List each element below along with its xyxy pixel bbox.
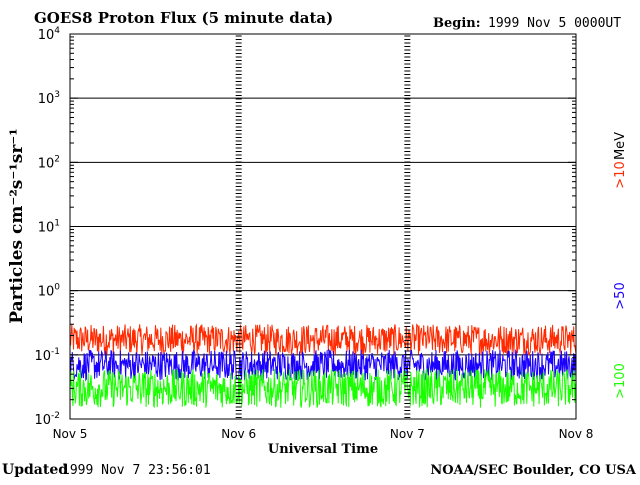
grid-lines	[70, 97, 576, 356]
x-tick-label: Nov 7	[390, 427, 425, 441]
legend: >10 >50 >100 MeV	[613, 132, 628, 399]
data-series	[69, 323, 577, 409]
chart-title: GOES8 Proton Flux (5 minute data)	[34, 9, 333, 27]
x-tick-label: Nov 8	[559, 427, 594, 441]
legend-label: >50	[613, 282, 628, 309]
y-tick-label: 104	[38, 26, 61, 43]
y-tick-label: 102	[38, 154, 60, 171]
legend-label: >100	[613, 363, 628, 399]
legend-unit: MeV	[613, 132, 628, 160]
series-line	[69, 367, 577, 409]
y-axis-label: Particles cm⁻²s⁻¹sr⁻¹	[7, 128, 27, 323]
source-label: NOAA/SEC Boulder, CO USA	[430, 463, 637, 478]
day-marker-ticks	[235, 35, 411, 418]
y-axis-ticks: 104 103 102 101 100 10-1 10-2	[34, 26, 576, 428]
begin-label: Begin:	[433, 16, 481, 31]
y-tick-label: 101	[38, 219, 60, 236]
y-tick-label: 10-2	[34, 411, 60, 428]
x-axis-label: Universal Time	[268, 442, 378, 457]
x-tick-label: Nov 5	[53, 427, 88, 441]
legend-label: >10	[613, 161, 628, 188]
updated-value: 1999 Nov 7 23:56:01	[62, 463, 211, 478]
y-tick-label: 100	[38, 283, 61, 300]
x-axis-ticks: Nov 5 Nov 6 Nov 7 Nov 8	[53, 427, 594, 441]
updated-label: Updated	[2, 462, 68, 478]
y-tick-label: 103	[38, 90, 60, 107]
y-tick-label: 10-1	[34, 347, 60, 364]
begin-value: 1999 Nov 5 0000UT	[488, 16, 621, 31]
series-line	[69, 323, 577, 356]
x-tick-label: Nov 6	[221, 427, 256, 441]
